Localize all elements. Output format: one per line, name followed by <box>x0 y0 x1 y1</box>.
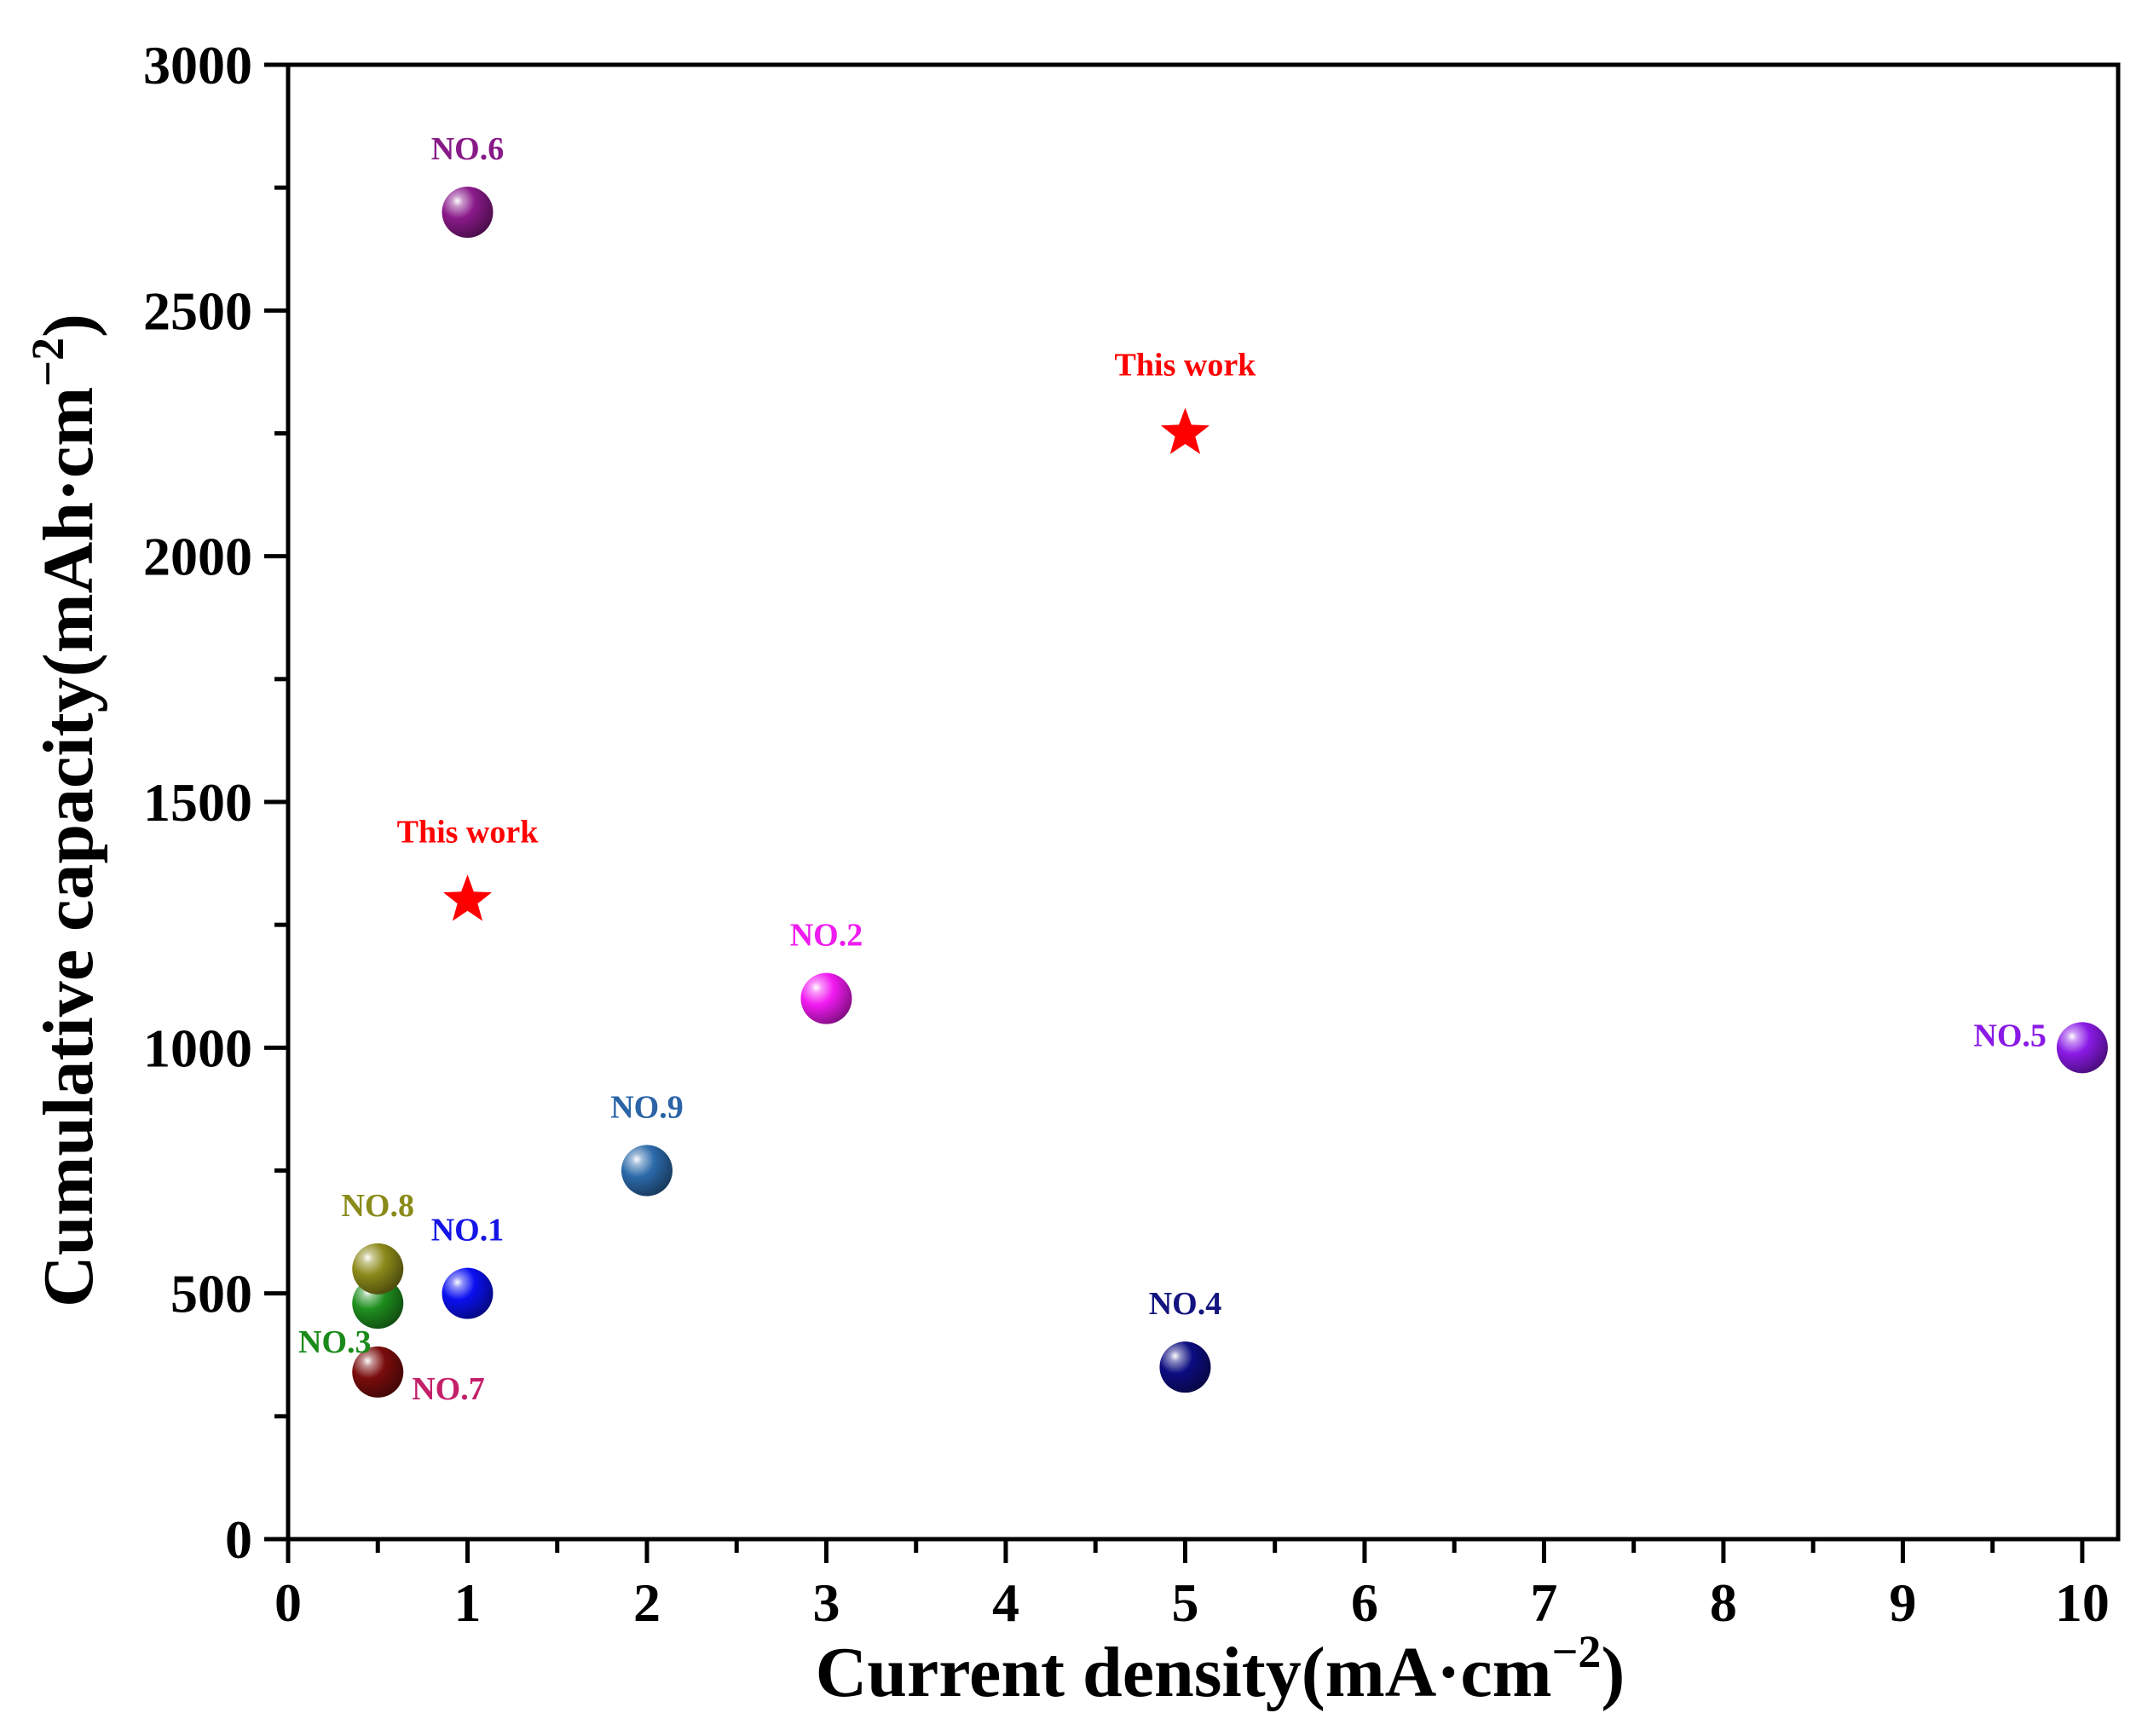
y-tick-label: 2000 <box>143 527 252 587</box>
data-point-sphere <box>442 1267 494 1319</box>
data-point-sphere <box>352 1243 404 1295</box>
data-point-label: NO.6 <box>431 131 505 167</box>
x-tick-label: 10 <box>2055 1572 2110 1633</box>
y-tick-label: 1000 <box>143 1018 252 1078</box>
x-tick-label: 5 <box>1171 1572 1198 1633</box>
data-point-label: NO.9 <box>610 1090 684 1126</box>
x-tick-label: 3 <box>812 1572 840 1633</box>
y-tick-label: 2500 <box>143 280 252 341</box>
data-point-label: NO.1 <box>431 1213 505 1249</box>
data-point-label: NO.2 <box>790 918 863 954</box>
data-points <box>352 187 2108 1398</box>
data-point-label: NO.8 <box>341 1188 414 1224</box>
x-tick-label: 4 <box>992 1572 1019 1633</box>
y-axis-label-close: ) <box>29 314 108 337</box>
data-point-star <box>1160 407 1210 454</box>
x-axis-ticks <box>286 1539 2085 1563</box>
data-point-star <box>443 874 492 921</box>
y-axis-label: Cumulative capacity(mAh·cm−2) <box>22 314 108 1307</box>
x-tick-label: 6 <box>1351 1572 1378 1633</box>
x-axis-label-close: ) <box>1601 1633 1625 1712</box>
x-axis-tick-labels: 0 1 2 3 4 5 6 7 8 9 10 <box>274 1572 2110 1633</box>
x-tick-label: 8 <box>1710 1572 1737 1633</box>
x-axis-label-main: Current density(mA·cm <box>816 1633 1552 1712</box>
x-tick-label: 1 <box>453 1572 481 1633</box>
data-point-labels: NO.1 NO.2 NO.3 NO.4 NO.5 NO.6 NO.7 NO.8 NO.9 This… <box>298 131 2047 1407</box>
x-tick-label: 2 <box>633 1572 661 1633</box>
data-point-sphere <box>2056 1022 2108 1074</box>
y-tick-label: 500 <box>170 1264 252 1324</box>
y-tick-label: 0 <box>225 1509 252 1570</box>
x-tick-label: 9 <box>1889 1572 1916 1633</box>
data-point-label: This work <box>1115 348 1257 384</box>
data-point-label: This work <box>397 814 540 850</box>
data-point-label: NO.5 <box>1973 1018 2047 1053</box>
data-point-sphere <box>442 187 494 238</box>
y-axis-tick-labels: 0 500 1000 1500 2000 2500 3000 <box>143 35 252 1570</box>
y-axis-ticks <box>264 62 288 1542</box>
data-point-sphere <box>800 972 852 1024</box>
y-axis-label-main: Cumulative capacity(mAh·cm <box>29 387 108 1307</box>
data-point-sphere <box>352 1346 404 1398</box>
y-axis-label-superscript: −2 <box>22 337 73 387</box>
x-axis-label-superscript: −2 <box>1552 1626 1602 1677</box>
x-tick-label: 7 <box>1530 1572 1557 1633</box>
data-point-sphere <box>621 1145 673 1197</box>
data-point-label: NO.3 <box>298 1324 372 1360</box>
data-point-label: NO.7 <box>412 1371 485 1407</box>
x-axis-label: Current density(mA·cm−2) <box>816 1626 1625 1712</box>
y-tick-label: 1500 <box>143 772 252 833</box>
x-tick-label: 0 <box>274 1572 302 1633</box>
data-point-label: NO.4 <box>1149 1286 1222 1322</box>
data-point-sphere <box>1159 1341 1211 1393</box>
y-tick-label: 3000 <box>143 35 252 95</box>
